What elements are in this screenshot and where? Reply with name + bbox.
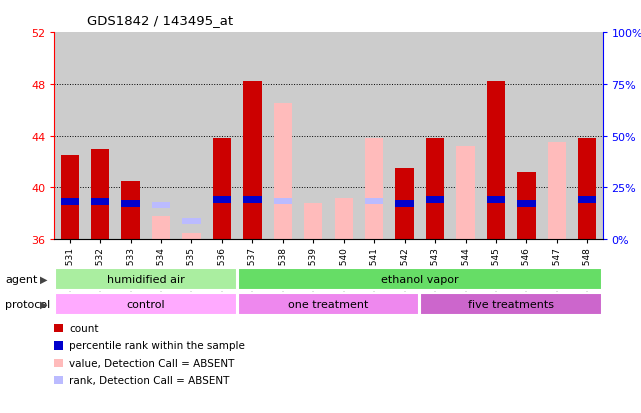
Bar: [61, 156, 79, 240]
Bar: [182, 218, 201, 224]
Bar: [55, 268, 237, 290]
Bar: [243, 196, 262, 204]
Bar: [420, 293, 602, 315]
Bar: [517, 173, 535, 240]
Bar: [213, 196, 231, 204]
Bar: [365, 199, 383, 205]
Text: agent: agent: [5, 274, 38, 284]
Text: ▶: ▶: [40, 299, 48, 309]
Bar: [274, 199, 292, 205]
Bar: [152, 216, 171, 240]
Text: ethanol vapor: ethanol vapor: [381, 274, 459, 284]
Bar: [426, 196, 444, 204]
Text: rank, Detection Call = ABSENT: rank, Detection Call = ABSENT: [69, 375, 229, 385]
Bar: [91, 149, 109, 240]
Bar: [456, 147, 474, 240]
Bar: [578, 139, 596, 240]
Text: ▶: ▶: [40, 274, 48, 284]
Bar: [426, 139, 444, 240]
Text: control: control: [126, 299, 165, 309]
Bar: [238, 268, 602, 290]
Bar: [487, 82, 505, 240]
Text: five treatments: five treatments: [468, 299, 554, 309]
Bar: [122, 200, 140, 207]
Text: GDS1842 / 143495_at: GDS1842 / 143495_at: [87, 14, 233, 27]
Text: count: count: [69, 323, 99, 333]
Bar: [91, 199, 109, 206]
Bar: [61, 199, 79, 206]
Bar: [55, 293, 237, 315]
Bar: [213, 139, 231, 240]
Bar: [238, 293, 419, 315]
Bar: [517, 200, 535, 207]
Text: protocol: protocol: [5, 299, 51, 309]
Bar: [122, 181, 140, 240]
Bar: [487, 196, 505, 204]
Bar: [578, 196, 596, 204]
Text: value, Detection Call = ABSENT: value, Detection Call = ABSENT: [69, 358, 235, 368]
Bar: [395, 169, 413, 240]
Text: humidified air: humidified air: [107, 274, 185, 284]
Bar: [547, 143, 566, 240]
Bar: [335, 198, 353, 240]
Bar: [152, 203, 171, 209]
Bar: [304, 204, 322, 240]
Bar: [182, 233, 201, 240]
Text: one treatment: one treatment: [288, 299, 369, 309]
Bar: [274, 104, 292, 240]
Text: percentile rank within the sample: percentile rank within the sample: [69, 341, 245, 351]
Bar: [395, 200, 413, 207]
Bar: [365, 139, 383, 240]
Bar: [243, 82, 262, 240]
